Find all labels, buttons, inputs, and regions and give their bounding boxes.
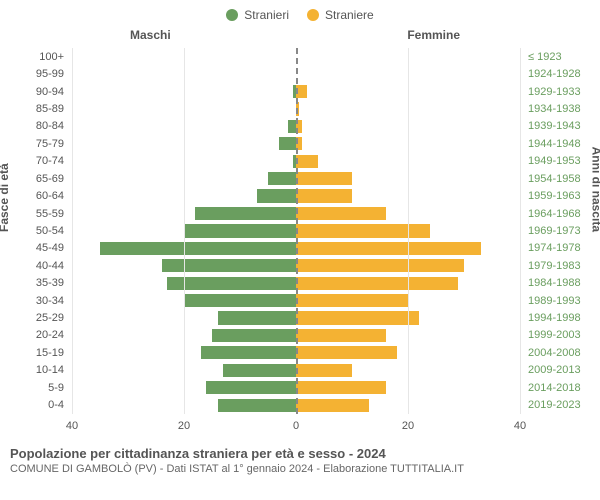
- chart-footer: Popolazione per cittadinanza straniera p…: [0, 442, 600, 475]
- birth-year-label: 1949-1953: [528, 155, 581, 167]
- bar-male: [279, 137, 296, 150]
- footer-title: Popolazione per cittadinanza straniera p…: [10, 446, 590, 461]
- legend-item-female: Straniere: [307, 8, 374, 22]
- bar-female: [296, 155, 318, 168]
- birth-year-label: 2004-2008: [528, 347, 581, 359]
- bar-female: [296, 329, 386, 342]
- birth-year-label: 1974-1978: [528, 242, 581, 254]
- birth-year-label: 1979-1983: [528, 260, 581, 272]
- birth-year-label: 1954-1958: [528, 173, 581, 185]
- age-label: 60-64: [36, 190, 64, 202]
- x-tick-label: 40: [514, 420, 526, 432]
- bar-female: [296, 294, 408, 307]
- footer-subtitle: COMUNE DI GAMBOLÒ (PV) - Dati ISTAT al 1…: [10, 463, 590, 475]
- legend-label-female: Straniere: [325, 8, 374, 22]
- age-label: 95-99: [36, 68, 64, 80]
- age-label: 0-4: [48, 399, 64, 411]
- birth-year-label: 1929-1933: [528, 86, 581, 98]
- age-label: 50-54: [36, 225, 64, 237]
- bar-female: [296, 259, 464, 272]
- age-label: 75-79: [36, 138, 64, 150]
- bar-male: [257, 189, 296, 202]
- bar-female: [296, 242, 481, 255]
- legend-swatch-male: [226, 9, 238, 21]
- age-label: 30-34: [36, 295, 64, 307]
- bar-male: [212, 329, 296, 342]
- age-label: 80-84: [36, 120, 64, 132]
- bar-female: [296, 364, 352, 377]
- birth-year-label: 1924-1928: [528, 68, 581, 80]
- bar-male: [162, 259, 296, 272]
- bar-female: [296, 399, 369, 412]
- plot-area: 100+≤ 192395-991924-192890-941929-193385…: [72, 48, 520, 414]
- bar-female: [296, 189, 352, 202]
- bar-female: [296, 207, 386, 220]
- age-label: 40-44: [36, 260, 64, 272]
- legend-label-male: Stranieri: [244, 8, 289, 22]
- bar-female: [296, 346, 397, 359]
- age-label: 35-39: [36, 277, 64, 289]
- age-label: 45-49: [36, 242, 64, 254]
- age-label: 10-14: [36, 364, 64, 376]
- birth-year-label: 1934-1938: [528, 103, 581, 115]
- bar-male: [201, 346, 296, 359]
- bar-female: [296, 381, 386, 394]
- bar-male: [184, 294, 296, 307]
- bar-male: [288, 120, 296, 133]
- legend: Stranieri Straniere: [0, 0, 600, 22]
- panel-title-left: Maschi: [130, 28, 171, 42]
- bar-female: [296, 277, 458, 290]
- birth-year-label: 2014-2018: [528, 382, 581, 394]
- birth-year-label: 1989-1993: [528, 295, 581, 307]
- y-axis-label-right: Anni di nascita: [589, 147, 600, 232]
- birth-year-label: 2019-2023: [528, 399, 581, 411]
- birth-year-label: 1994-1998: [528, 312, 581, 324]
- bar-male: [184, 224, 296, 237]
- birth-year-label: ≤ 1923: [528, 51, 562, 63]
- x-tick-label: 20: [402, 420, 414, 432]
- birth-year-label: 2009-2013: [528, 364, 581, 376]
- legend-item-male: Stranieri: [226, 8, 289, 22]
- bar-male: [218, 311, 296, 324]
- birth-year-label: 1939-1943: [528, 120, 581, 132]
- age-label: 15-19: [36, 347, 64, 359]
- pyramid-chart: Maschi Femmine Fasce di età Anni di nasc…: [0, 22, 600, 442]
- birth-year-label: 1969-1973: [528, 225, 581, 237]
- x-tick-label: 0: [293, 420, 299, 432]
- age-label: 20-24: [36, 329, 64, 341]
- x-tick-label: 40: [66, 420, 78, 432]
- bar-male: [195, 207, 296, 220]
- age-label: 70-74: [36, 155, 64, 167]
- age-label: 55-59: [36, 208, 64, 220]
- bar-female: [296, 311, 419, 324]
- bar-male: [167, 277, 296, 290]
- birth-year-label: 1944-1948: [528, 138, 581, 150]
- age-label: 90-94: [36, 86, 64, 98]
- birth-year-label: 1959-1963: [528, 190, 581, 202]
- bar-male: [268, 172, 296, 185]
- bar-female: [296, 172, 352, 185]
- bar-male: [206, 381, 296, 394]
- bar-male: [218, 399, 296, 412]
- birth-year-label: 1964-1968: [528, 208, 581, 220]
- birth-year-label: 1999-2003: [528, 329, 581, 341]
- birth-year-label: 1984-1988: [528, 277, 581, 289]
- x-tick-label: 20: [178, 420, 190, 432]
- age-label: 100+: [39, 51, 64, 63]
- bar-male: [223, 364, 296, 377]
- age-label: 5-9: [48, 382, 64, 394]
- y-axis-label-left: Fasce di età: [0, 163, 11, 232]
- legend-swatch-female: [307, 9, 319, 21]
- age-label: 65-69: [36, 173, 64, 185]
- age-label: 85-89: [36, 103, 64, 115]
- bar-male: [100, 242, 296, 255]
- age-label: 25-29: [36, 312, 64, 324]
- bar-female: [296, 224, 430, 237]
- panel-title-right: Femmine: [407, 28, 460, 42]
